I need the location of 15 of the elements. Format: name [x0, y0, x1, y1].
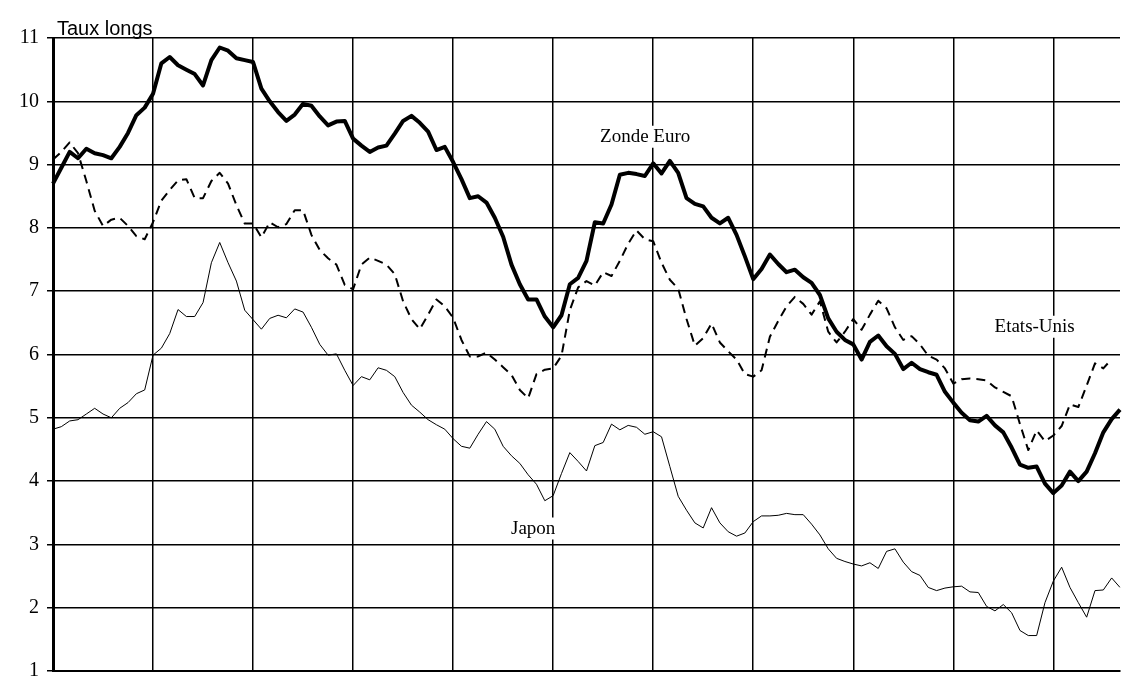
y-tick-label: 10	[19, 88, 39, 111]
y-tick-label: 6	[29, 341, 39, 364]
y-axis-title: Taux longs	[57, 16, 153, 39]
y-tick-label: 5	[29, 405, 39, 428]
y-tick-label: 1	[29, 658, 39, 681]
y-tick-label: 7	[29, 278, 39, 301]
series-label: Japon	[510, 516, 556, 538]
y-tick-label: 11	[19, 25, 39, 48]
y-tick-label: 9	[29, 151, 39, 174]
y-tick-label: 2	[29, 594, 39, 617]
series-label: Zonde Euro	[600, 124, 691, 146]
y-tick-label: 3	[29, 531, 39, 554]
y-tick-label: 4	[29, 468, 39, 491]
series-label: Etats-Unis	[994, 314, 1075, 336]
y-tick-label: 8	[29, 215, 39, 238]
